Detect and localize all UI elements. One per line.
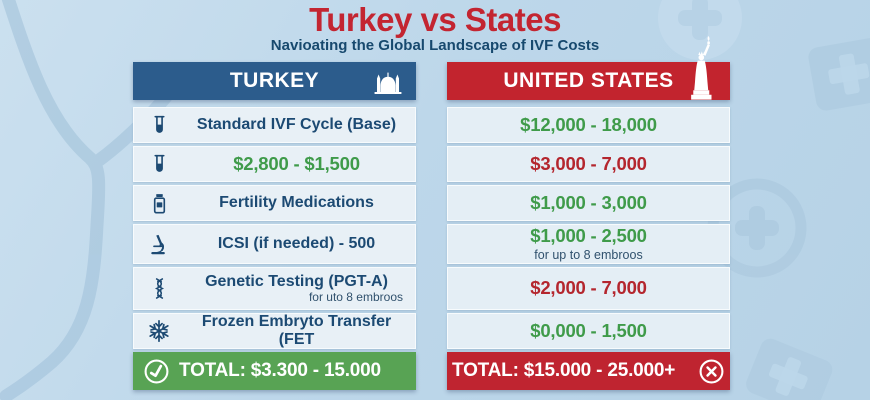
- snowflake-icon: [134, 319, 184, 343]
- table-row: $1,000 - 2,500 for up to 8 embroos: [447, 224, 730, 264]
- turkey-column-header: TURKEY: [133, 62, 416, 100]
- cost-value: $2,800 - $1,500: [233, 152, 360, 174]
- cost-value: $2,000 - 7,000: [530, 277, 647, 299]
- us-header-label: UNITED STATES: [503, 69, 674, 92]
- cost-item-sublabel: for uto 8 embroos: [308, 290, 403, 305]
- table-row: $3,000 - 7,000: [447, 146, 730, 182]
- cost-item-label: ICSI (if needed) - 500: [217, 235, 376, 253]
- table-row: ICSI (if needed) - 500: [133, 224, 416, 264]
- cost-item-label: Standard IVF Cycle (Base): [196, 116, 397, 134]
- page-subtitle: Navioating the Global Landscape of IVF C…: [270, 37, 600, 54]
- check-circle-icon: [143, 358, 170, 385]
- medical-plus-circle-light-decoration: [658, 0, 742, 60]
- cost-item-label: Frozen Embryto Transfer (FET: [201, 313, 392, 348]
- cost-value-sublabel: for up to 8 embroos: [534, 247, 643, 262]
- cost-value: $0,000 - 1,500: [530, 319, 647, 341]
- table-row: $0,000 - 1,500: [447, 313, 730, 349]
- cost-value: $1,000 - 2,500: [530, 225, 647, 247]
- us-total-bar: TOTAL: $15.000 - 25.000+: [447, 352, 730, 390]
- test-tube-icon: [134, 153, 184, 176]
- table-row: $2,800 - $1,500: [133, 146, 416, 182]
- statue-of-liberty-icon: [691, 36, 712, 100]
- microscope-icon: [134, 233, 184, 256]
- x-circle-icon: [698, 358, 725, 385]
- page-title: Turkey vs States: [309, 1, 561, 38]
- dna-icon: [134, 277, 184, 300]
- cost-item-label: Fertility Medications: [219, 194, 374, 212]
- turkey-total-label: TOTAL: $3.300 - 15.000: [179, 360, 381, 381]
- table-row: $12,000 - 18,000: [447, 107, 730, 143]
- medicine-bottle-icon: [134, 192, 184, 215]
- turkey-rows: Standard IVF Cycle (Base) $2,800 - $1,50…: [133, 107, 416, 349]
- first-aid-kit-decoration: [808, 37, 870, 111]
- test-tube-icon: [134, 114, 184, 137]
- us-total-label: TOTAL: $15.000 - 25.000+: [452, 360, 676, 381]
- first-aid-kit-bottom-decoration: [746, 338, 833, 400]
- us-column-header: UNITED STATES: [447, 36, 730, 100]
- cost-item-label: Genetic Testing (PGT-A) for uto 8 embroo…: [184, 273, 415, 305]
- us-rows: $12,000 - 18,000 $3,000 - 7,000 $1,000 -…: [447, 107, 730, 349]
- turkey-header-label: TURKEY: [229, 69, 320, 92]
- table-row: $1,000 - 3,000: [447, 185, 730, 221]
- cost-value: $12,000 - 18,000: [520, 113, 657, 135]
- turkey-total-bar: TOTAL: $3.300 - 15.000: [133, 352, 416, 390]
- table-row: Fertility Medications: [133, 185, 416, 221]
- table-row: Standard IVF Cycle (Base): [133, 107, 416, 143]
- cost-item-label-text: Genetic Testing (PGT-A): [205, 272, 388, 290]
- cost-value: $1,000 - 3,000: [530, 191, 647, 213]
- table-row: Frozen Embryto Transfer (FET: [133, 313, 416, 349]
- table-row: Genetic Testing (PGT-A) for uto 8 embroo…: [133, 267, 416, 310]
- united-states-column: UNITED STATES $12,000: [447, 36, 730, 390]
- table-row: $2,000 - 7,000: [447, 267, 730, 310]
- mosque-icon: [374, 72, 402, 94]
- turkey-column: TURKEY Standard IVF Cycle: [133, 62, 416, 390]
- cost-value: $3,000 - 7,000: [530, 152, 647, 174]
